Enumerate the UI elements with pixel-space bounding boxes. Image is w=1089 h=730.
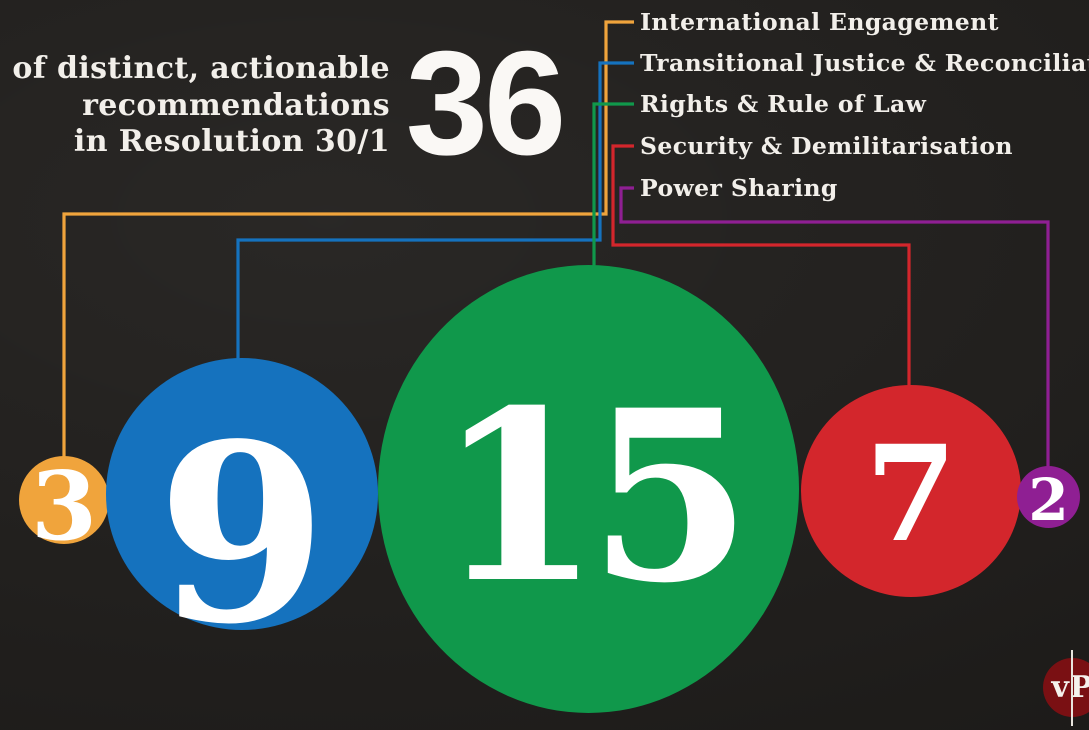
bubble-value-rights-rule-of-law: 15 <box>436 358 752 635</box>
chart-title-line-3: in Resolution 30/1 <box>73 124 390 159</box>
connector-rights-rule-of-law <box>592 102 634 268</box>
legend-label-rights-rule-of-law: Rights & Rule of Law <box>640 90 927 118</box>
legend-label-international-engagement: International Engagement <box>640 8 999 36</box>
logo-vertical-line <box>1071 650 1073 726</box>
total-count: 36 <box>405 21 567 186</box>
legend-label-power-sharing: Power Sharing <box>640 174 838 202</box>
chart-title-line-1: No. of distinct, actionable <box>0 51 390 86</box>
logo-letters: vP <box>1052 672 1089 703</box>
logo-circle: vP <box>1043 658 1089 717</box>
bubble-value-security-demilitarisation: 7 <box>865 417 957 572</box>
legend-label-transitional-justice: Transitional Justice & Reconciliation <box>640 49 1089 77</box>
legend-label-security-demilitarisation: Security & Demilitarisation <box>640 132 1013 160</box>
bubble-value-power-sharing: 2 <box>1028 466 1069 534</box>
connector-transitional-justice <box>236 61 634 360</box>
bubble-international-engagement: 3 <box>19 456 109 554</box>
bubble-security-demilitarisation: 7 <box>801 385 1021 597</box>
bubble-value-transitional-justice: 9 <box>156 389 328 678</box>
connector-security-demilitarisation <box>611 144 911 387</box>
connector-international-engagement <box>62 20 634 458</box>
bubble-power-sharing: 2 <box>1017 466 1080 534</box>
chart-title-line-2: recommendations <box>82 87 390 123</box>
bubble-rights-rule-of-law: 15 <box>378 265 799 713</box>
bubble-value-international-engagement: 3 <box>30 450 98 562</box>
bubble-transitional-justice: 9 <box>106 358 378 656</box>
chart-title: No. of distinct, actionable recommendati… <box>0 51 390 161</box>
connector-power-sharing <box>619 186 1050 468</box>
